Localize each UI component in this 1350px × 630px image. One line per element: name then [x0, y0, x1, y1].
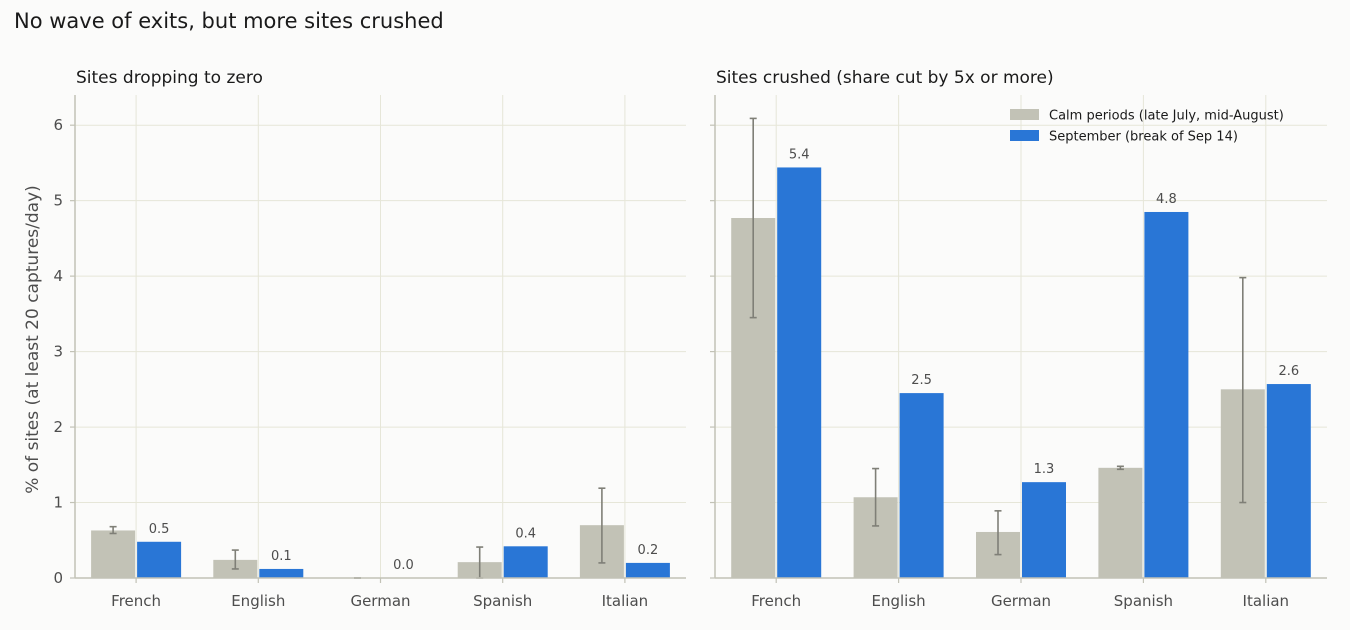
bar-september [1144, 211, 1189, 578]
bar-september [777, 167, 822, 578]
legend-label: September (break of Sep 14) [1049, 130, 1238, 145]
legend-swatch [1010, 130, 1039, 141]
legend-label: Calm periods (late July, mid-August) [1049, 109, 1284, 124]
x-tick-label: Italian [1243, 592, 1290, 610]
data-label: 0.0 [393, 558, 414, 573]
bar-september [137, 541, 182, 578]
bar-september [899, 393, 944, 578]
data-label: 0.5 [149, 522, 170, 537]
x-tick-label: English [231, 592, 285, 610]
data-label: 2.5 [911, 373, 932, 388]
panel-title: Sites dropping to zero [76, 68, 263, 88]
data-label: 0.2 [638, 543, 659, 558]
x-tick-label: English [872, 592, 926, 610]
y-tick-label: 6 [53, 116, 63, 134]
bar-september [503, 546, 548, 578]
x-tick-label: French [111, 592, 161, 610]
data-label: 0.1 [271, 549, 292, 564]
bar-calm [1098, 467, 1143, 578]
bar-september [1022, 482, 1066, 578]
data-label: 0.4 [515, 526, 536, 541]
x-tick-label: Spanish [473, 592, 532, 610]
y-tick-label: 0 [53, 569, 63, 587]
data-label: 2.6 [1278, 364, 1299, 379]
data-label: 1.3 [1034, 462, 1055, 477]
panel-title: Sites crushed (share cut by 5x or more) [716, 68, 1054, 88]
x-tick-label: German [350, 592, 410, 610]
x-tick-label: Italian [602, 592, 649, 610]
bar-calm [91, 530, 136, 578]
data-label: 5.4 [789, 147, 810, 162]
figure-title: No wave of exits, but more sites crushed [14, 9, 444, 33]
y-tick-label: 2 [53, 418, 63, 436]
bar-september [625, 562, 670, 578]
bar-september [259, 568, 304, 578]
data-label: 4.8 [1156, 192, 1177, 207]
bar-september [1266, 384, 1311, 578]
y-tick-label: 4 [53, 267, 63, 285]
legend-swatch [1010, 109, 1039, 120]
y-tick-label: 5 [53, 192, 63, 210]
y-axis-label: % of sites (at least 20 captures/day) [23, 185, 43, 494]
x-tick-label: Spanish [1114, 592, 1173, 610]
y-tick-label: 1 [53, 494, 63, 512]
x-tick-label: French [751, 592, 801, 610]
y-tick-label: 3 [53, 343, 63, 361]
x-tick-label: German [991, 592, 1051, 610]
